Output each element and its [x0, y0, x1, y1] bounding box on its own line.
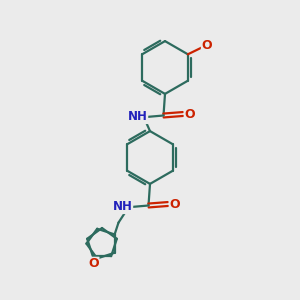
- Text: O: O: [88, 257, 99, 270]
- Text: NH: NH: [128, 110, 148, 124]
- Text: O: O: [169, 197, 180, 211]
- Text: O: O: [202, 39, 212, 52]
- Text: O: O: [184, 107, 195, 121]
- Text: NH: NH: [113, 200, 133, 214]
